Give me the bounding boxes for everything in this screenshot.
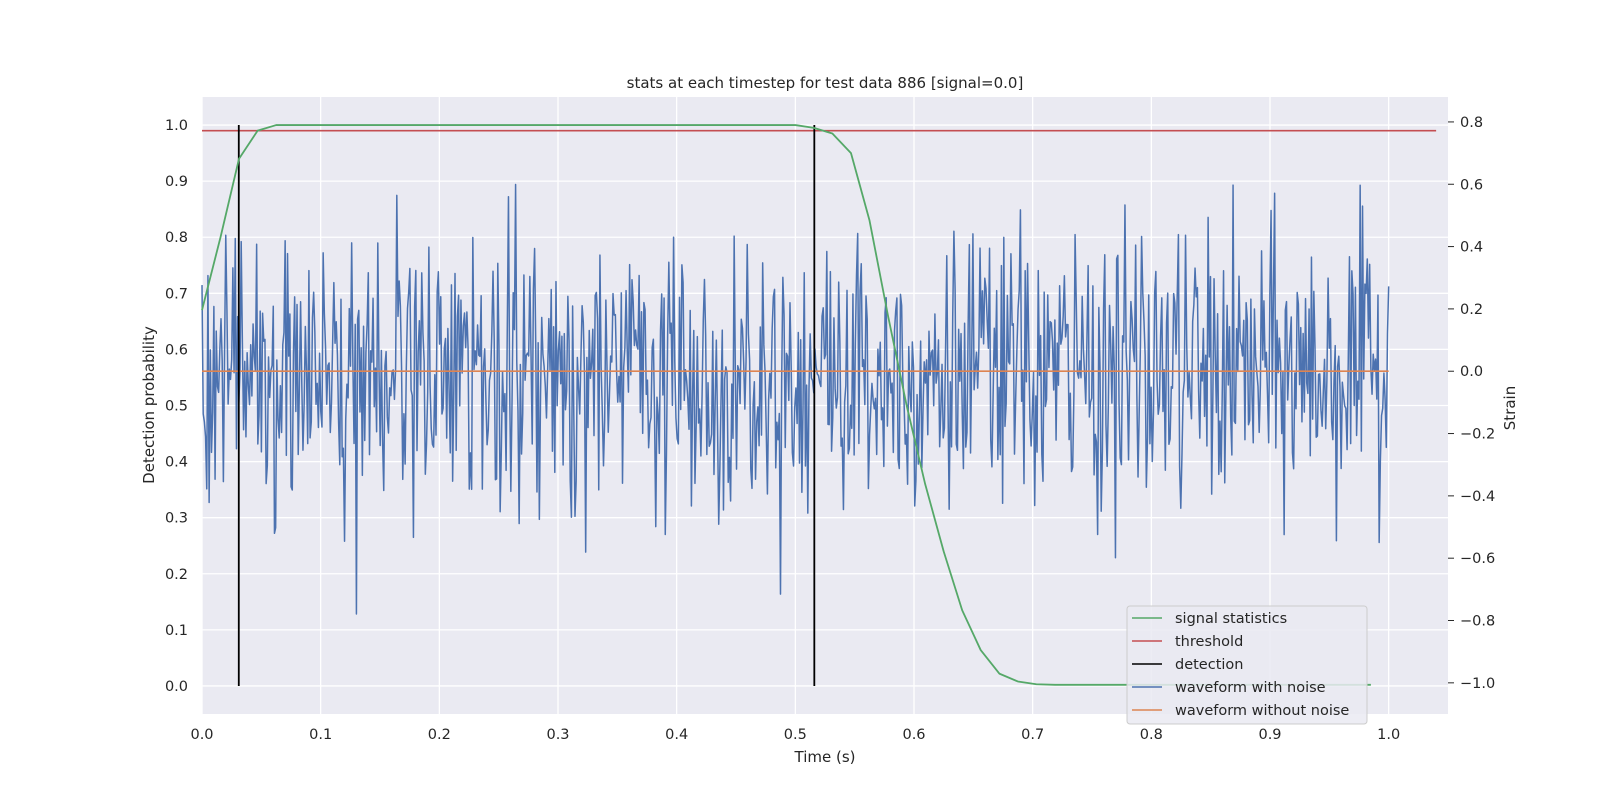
y2-tick-label: 0.8 <box>1460 115 1483 131</box>
ticks: 0.0 0.1 0.2 0.3 0.4 0.5 0.6 0.7 0.8 0.9 1.0 0.0 0.1 0… <box>165 115 1495 743</box>
chart-title: stats at each timestep for test data 886… <box>627 74 1024 92</box>
legend-label-threshold: threshold <box>1175 634 1243 650</box>
legend: signal statistics threshold detection wa… <box>1126 605 1368 725</box>
y2-tick-label: −0.2 <box>1460 427 1495 443</box>
y-tick-label: 0.7 <box>165 286 188 302</box>
y-tick-label: 0.5 <box>165 399 188 415</box>
y-tick-label: 0.9 <box>165 174 188 190</box>
y-tick-label: 0.3 <box>165 511 188 527</box>
x-tick-label: 0.0 <box>190 727 213 743</box>
x-tick-label: 0.6 <box>902 727 925 743</box>
y-tick-label: 0.2 <box>165 567 188 583</box>
x-tick-label: 0.3 <box>546 727 569 743</box>
y2-tick-label: −0.4 <box>1460 489 1495 505</box>
y-tick-label: 0.6 <box>165 342 188 358</box>
series-line-signal-statistics <box>201 124 1371 686</box>
legend-box <box>1126 605 1368 725</box>
legend-label-waveform-with-noise: waveform with noise <box>1175 680 1326 696</box>
y-axis-label: Detection probability <box>140 326 158 484</box>
y2-tick-label: 0.0 <box>1460 364 1483 380</box>
legend-label-waveform-without-noise: waveform without noise <box>1175 703 1349 719</box>
x-tick-label: 0.1 <box>309 727 332 743</box>
y2-tick-label: 0.6 <box>1460 177 1483 193</box>
x-tick-label: 0.7 <box>1021 727 1044 743</box>
x-tick-label: 0.9 <box>1258 727 1281 743</box>
y-tick-label: 0.1 <box>165 623 188 639</box>
legend-label-detection: detection <box>1175 657 1243 673</box>
y2-tick-label: 0.2 <box>1460 302 1483 318</box>
series-line-waveform-with-noise <box>201 183 1390 615</box>
y2-axis-label: Strain <box>1501 386 1519 430</box>
y2-tick-label: −0.8 <box>1460 614 1495 630</box>
x-tick-label: 0.2 <box>428 727 451 743</box>
x-tick-label: 1.0 <box>1377 727 1400 743</box>
y-tick-label: 0.0 <box>165 679 188 695</box>
legend-label-signal-statistics: signal statistics <box>1175 611 1287 627</box>
y2-tick-label: 0.4 <box>1460 240 1483 256</box>
y2-tick-label: −0.6 <box>1460 551 1495 567</box>
x-axis-label: Time (s) <box>794 748 856 766</box>
y-tick-label: 0.8 <box>165 230 188 246</box>
y-tick-label: 0.4 <box>165 455 188 471</box>
y2-tick-label: −1.0 <box>1460 676 1495 692</box>
y-tick-label: 1.0 <box>165 118 188 134</box>
series-layer <box>201 124 1437 686</box>
x-tick-label: 0.5 <box>784 727 807 743</box>
x-tick-label: 0.4 <box>665 727 688 743</box>
x-tick-label: 0.8 <box>1140 727 1163 743</box>
grid <box>201 97 1448 714</box>
